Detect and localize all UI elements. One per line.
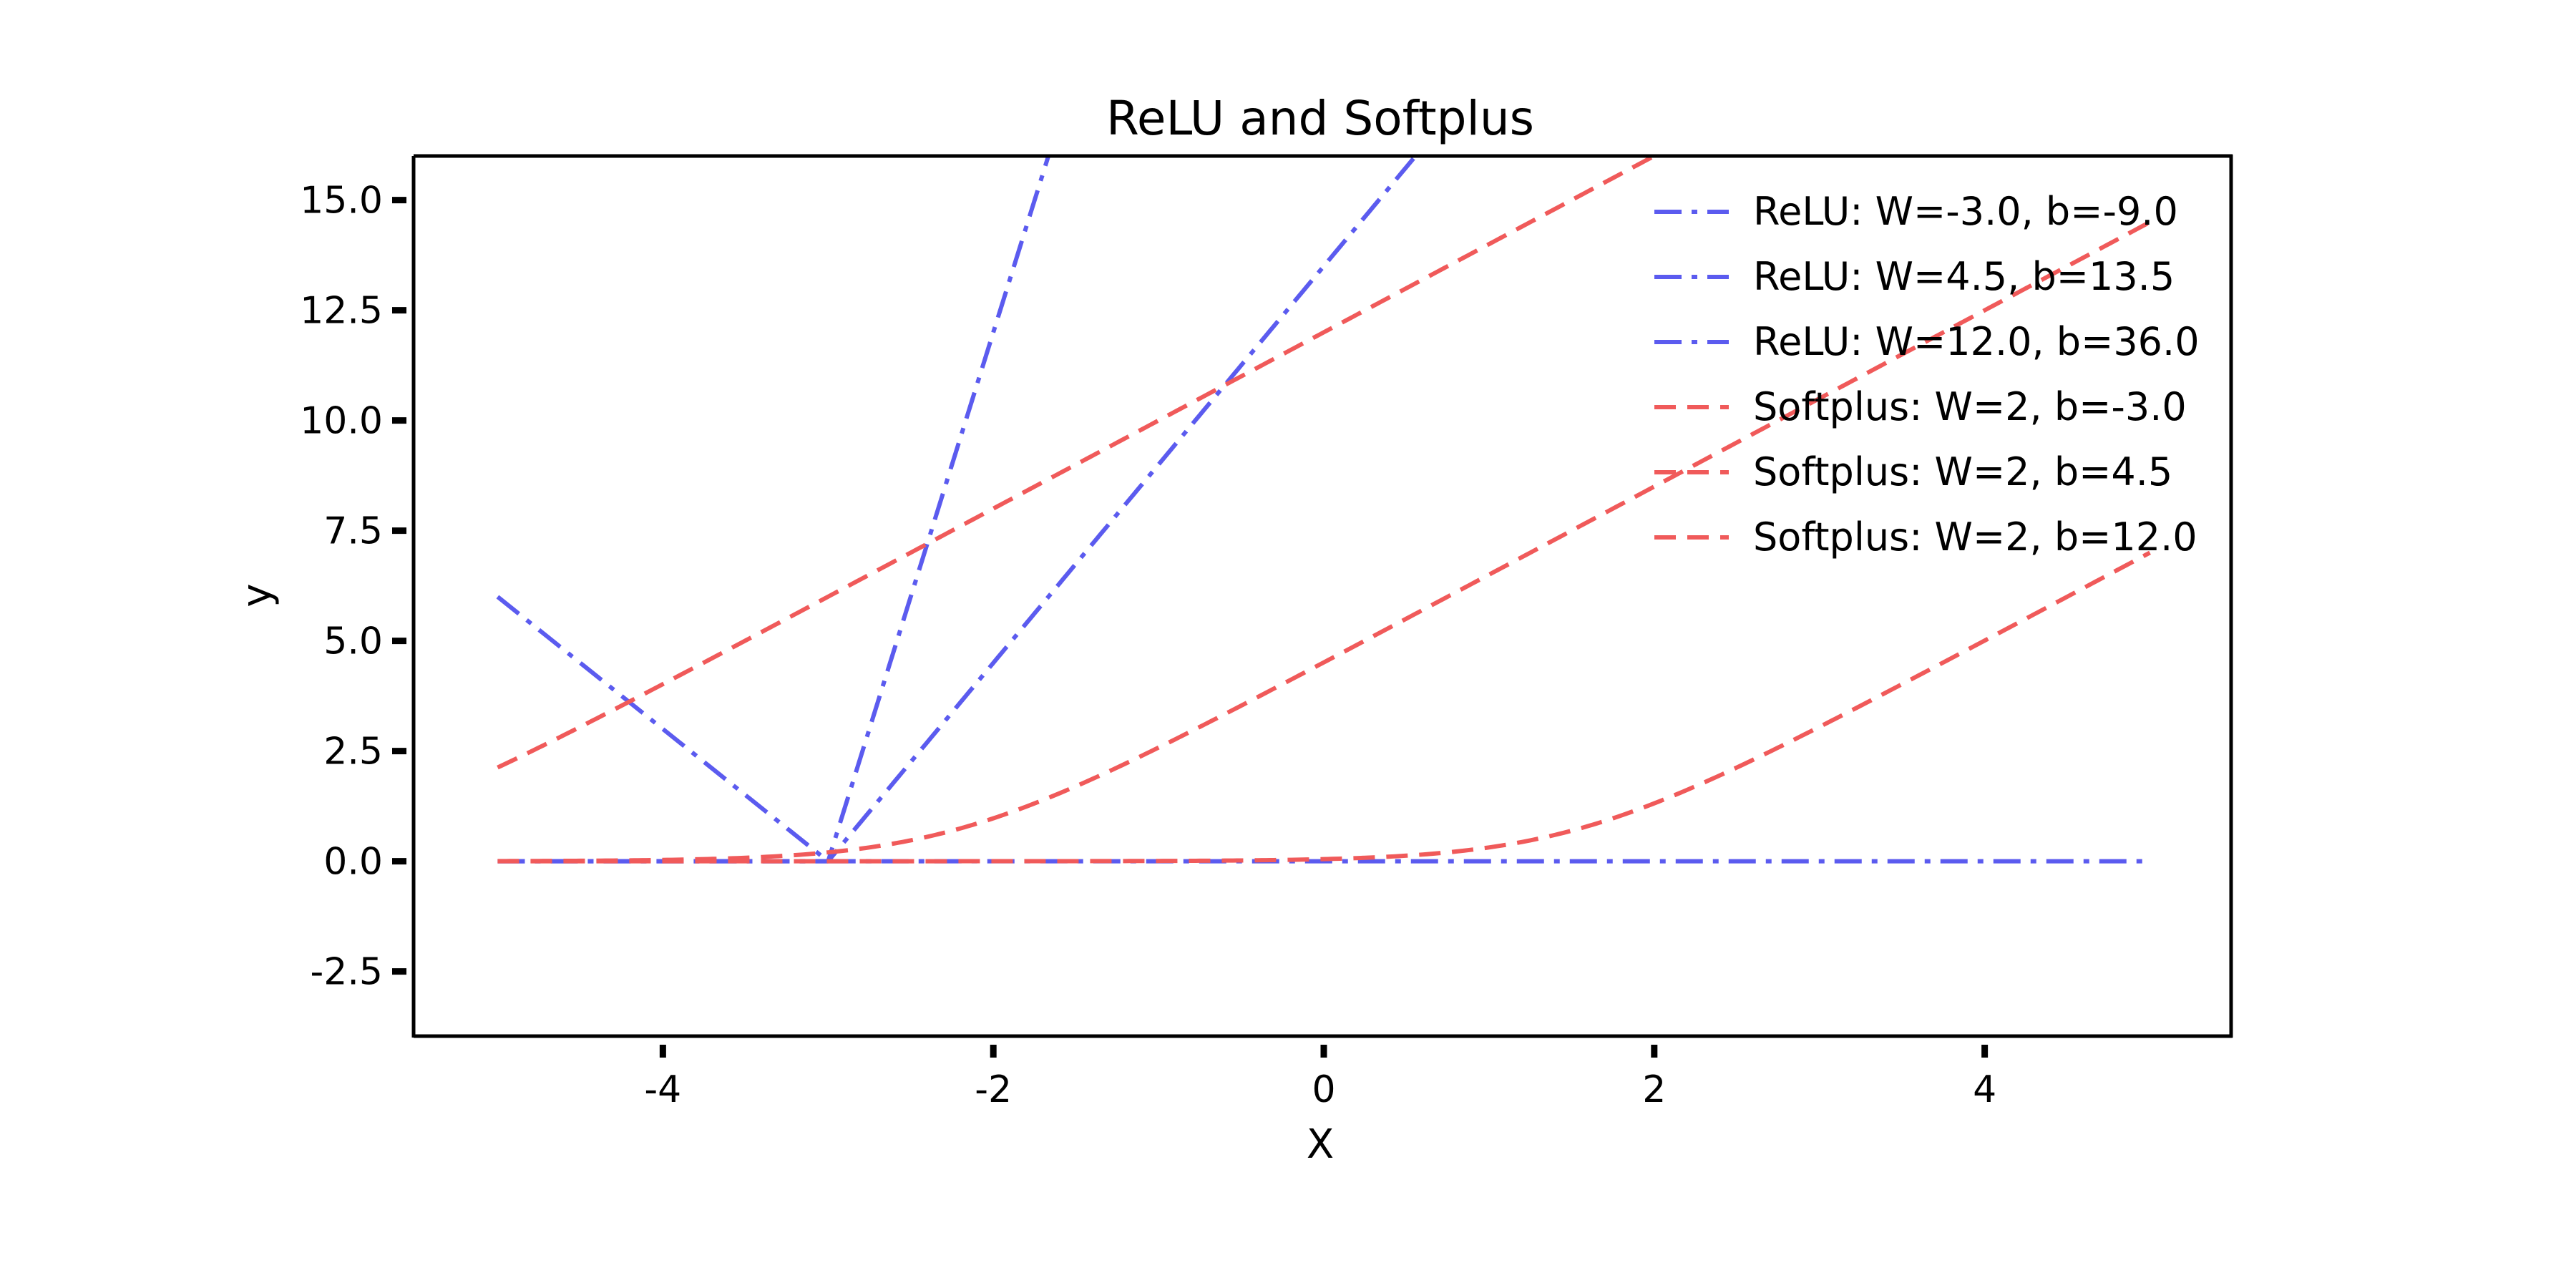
y-axis-label: y (234, 583, 280, 607)
y-tick-label: -2.5 (311, 951, 383, 994)
series-line-softplus-6 (497, 156, 1659, 770)
legend-label-relu-2: ReLU: W=4.5, b=13.5 (1753, 254, 2175, 299)
legend-label-relu-3: ReLU: W=12.0, b=36.0 (1753, 319, 2200, 364)
legend-label-softplus-6: Softplus: W=2, b=12.0 (1753, 514, 2197, 560)
series-line-relu-1 (496, 595, 2150, 864)
y-tick-label: 12.5 (300, 290, 383, 333)
chart-title: ReLU and Softplus (1106, 91, 1534, 146)
x-axis-ticks: -4 -2 0 2 4 (644, 1045, 1996, 1111)
x-tick-label: 4 (1973, 1068, 1996, 1111)
legend-label-relu-1: ReLU: W=-3.0, b=-9.0 (1753, 189, 2178, 234)
x-tick-label: 0 (1312, 1068, 1335, 1111)
y-tick-label: 0.0 (323, 841, 383, 884)
y-tick-label: 10.0 (300, 400, 383, 443)
plot-frame (411, 154, 2233, 1038)
x-tick-label: 2 (1642, 1068, 1666, 1111)
y-tick-label: 15.0 (300, 180, 383, 223)
legend: ReLU: W=-3.0, b=-9.0 ReLU: W=4.5, b=13.5 R… (1654, 189, 2200, 560)
y-axis-ticks: -2.5 0.0 2.5 5.0 7.5 10.0 12.5 15.0 (300, 180, 406, 994)
legend-label-softplus-4: Softplus: W=2, b=-3.0 (1753, 384, 2187, 429)
x-tick-label: -4 (644, 1068, 681, 1111)
y-tick-label: 7.5 (323, 510, 383, 553)
y-tick-label: 5.0 (323, 620, 383, 663)
series-layer (496, 156, 2151, 864)
y-tick-label: 2.5 (323, 731, 383, 774)
x-axis-label: X (1307, 1121, 1334, 1168)
series-line-softplus-4 (497, 550, 2151, 864)
legend-label-softplus-5: Softplus: W=2, b=4.5 (1753, 449, 2172, 494)
x-tick-label: -2 (975, 1068, 1012, 1111)
series-line-softplus-5 (497, 220, 2151, 864)
